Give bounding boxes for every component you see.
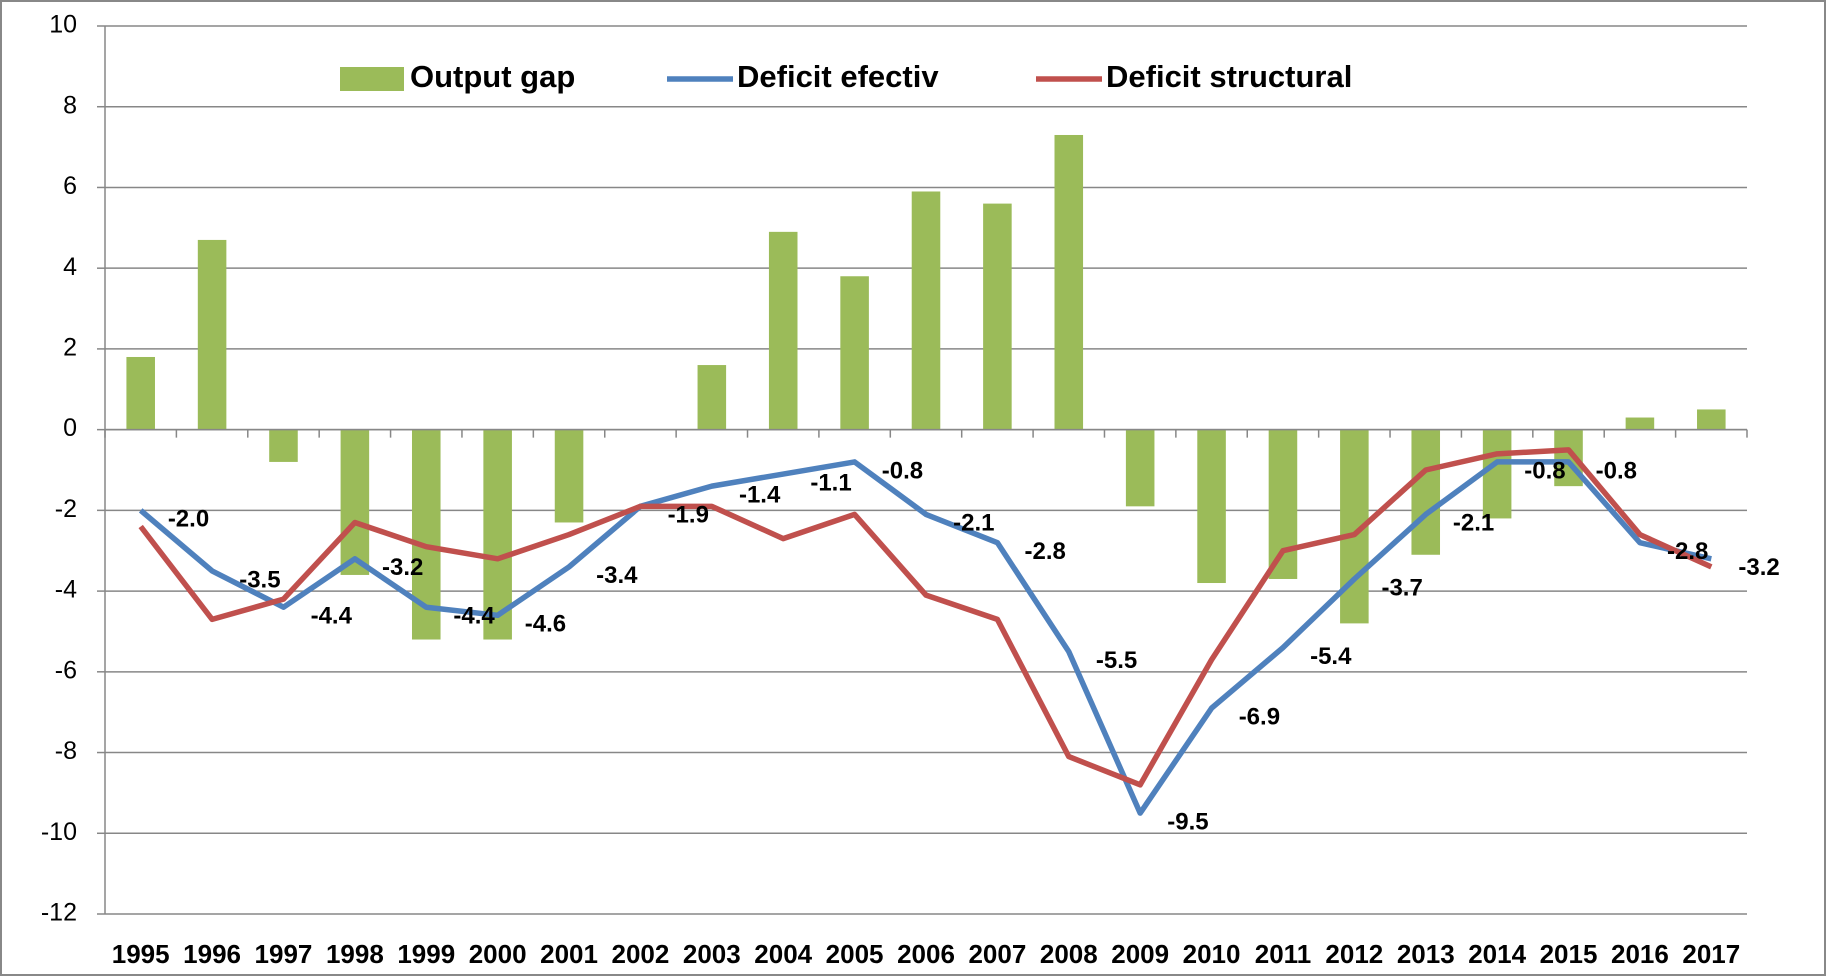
x-tick-label: 2005 <box>826 939 884 969</box>
bar <box>269 429 298 462</box>
data-label: -1.1 <box>810 469 851 496</box>
data-label: -1.4 <box>739 481 781 508</box>
x-tick-label: 2001 <box>540 939 598 969</box>
bar <box>1268 429 1298 579</box>
data-label: -9.5 <box>1167 808 1208 835</box>
y-tick-label: 10 <box>49 11 77 39</box>
y-tick-label: -10 <box>41 818 77 846</box>
bar <box>983 203 1012 430</box>
y-tick-label: 6 <box>63 172 77 200</box>
y-tick-label: -6 <box>55 656 77 684</box>
bar <box>697 365 727 430</box>
legend-label: Deficit structural <box>1106 59 1352 94</box>
x-tick-label: 2010 <box>1183 939 1241 969</box>
y-tick-label: -8 <box>55 737 77 765</box>
data-label: -3.4 <box>596 562 638 589</box>
x-tick-label: 1998 <box>326 939 384 969</box>
data-label: -3.7 <box>1381 574 1422 601</box>
x-tick-label: 1996 <box>183 939 241 969</box>
data-label: -2.0 <box>168 506 209 533</box>
data-label: -2.1 <box>1453 510 1494 537</box>
legend-label: Deficit efectiv <box>737 59 939 94</box>
bar <box>1482 429 1512 519</box>
x-tick-label: 2000 <box>469 939 527 969</box>
bar <box>911 191 941 430</box>
data-label: -5.5 <box>1096 647 1137 674</box>
y-tick-label: 4 <box>63 253 77 281</box>
bar <box>126 356 155 430</box>
x-tick-label: 2003 <box>683 939 741 969</box>
data-label: -6.9 <box>1239 703 1280 730</box>
x-tick-label: 2011 <box>1255 939 1311 969</box>
y-tick-label: -2 <box>55 495 77 523</box>
x-tick-label: 2012 <box>1325 939 1383 969</box>
data-label: -4.4 <box>453 603 495 630</box>
x-tick-label: 2007 <box>968 939 1026 969</box>
bar <box>1054 134 1084 430</box>
x-tick-label: 2004 <box>754 939 812 969</box>
data-label: -0.8 <box>882 457 923 484</box>
x-tick-label: 1997 <box>255 939 313 969</box>
y-tick-label: 8 <box>63 91 77 119</box>
bar <box>1411 429 1441 555</box>
bar <box>1697 409 1726 430</box>
x-tick-label: 2008 <box>1040 939 1098 969</box>
data-label: -0.8 <box>1524 457 1565 484</box>
data-label: -5.4 <box>1310 643 1352 670</box>
x-tick-label: 2009 <box>1111 939 1169 969</box>
x-tick-label: 2015 <box>1540 939 1598 969</box>
data-label: -1.9 <box>668 502 709 529</box>
bar <box>1197 429 1226 584</box>
x-tick-label: 2016 <box>1611 939 1669 969</box>
line <box>138 459 1712 816</box>
y-tick-label: 0 <box>63 414 77 442</box>
y-tick-label: -4 <box>55 576 77 604</box>
x-tick-label: 2002 <box>612 939 670 969</box>
x-tick-label: 1995 <box>112 939 170 969</box>
y-tick-label: -12 <box>41 899 77 927</box>
data-label: -2.8 <box>1667 538 1708 565</box>
y-tick-label: 2 <box>63 334 77 362</box>
bar <box>1125 429 1155 507</box>
data-label: -4.6 <box>525 611 566 638</box>
data-label: -4.4 <box>311 603 353 630</box>
bar <box>840 276 869 430</box>
x-tick-label: 2013 <box>1397 939 1455 969</box>
legend-label: Output gap <box>410 59 575 94</box>
x-tick-label: 2006 <box>897 939 955 969</box>
line <box>138 447 1713 788</box>
bar <box>483 429 512 640</box>
x-tick-label: 2017 <box>1682 939 1740 969</box>
bar <box>1625 417 1655 430</box>
x-tick-label: 1999 <box>397 939 455 969</box>
bar <box>554 429 584 523</box>
data-label: -2.1 <box>953 510 994 537</box>
bar <box>197 239 227 430</box>
legend-swatch <box>340 67 404 91</box>
data-label: -3.2 <box>1738 554 1779 581</box>
data-label: -3.5 <box>239 566 280 593</box>
bar <box>340 429 370 575</box>
bar <box>768 231 798 430</box>
data-label: -2.8 <box>1025 538 1066 565</box>
x-tick-label: 2014 <box>1468 939 1526 969</box>
data-label: -3.2 <box>382 554 423 581</box>
data-label: -0.8 <box>1596 457 1637 484</box>
